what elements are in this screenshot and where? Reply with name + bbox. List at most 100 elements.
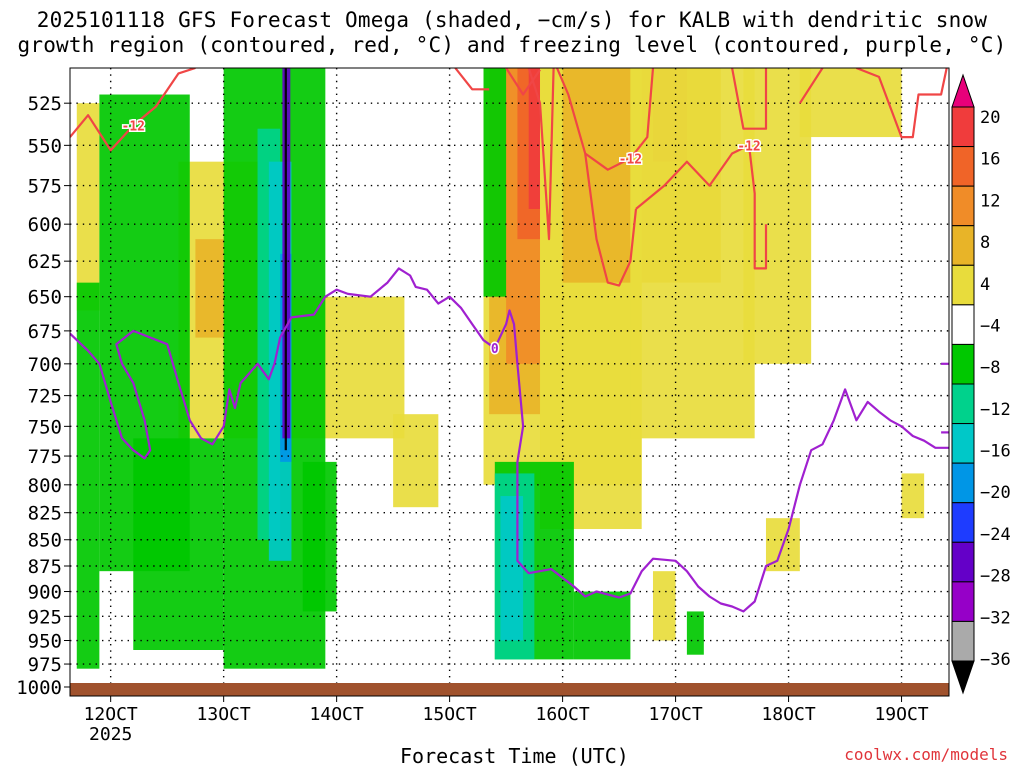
dendritic-contour-segment [855,68,948,139]
dendritic-contour-segment [505,68,541,96]
colorbar-swatch [951,343,975,385]
omega-region-20 [76,282,100,669]
colorbar-swatch [951,541,975,583]
y-tick-label: 850 [28,530,62,552]
x-tick-label: 15OCT [423,704,477,725]
omega-region-28 [284,68,287,451]
y-tick-label: 550 [28,135,62,157]
y-tick-label: 775 [28,446,62,468]
plot-area: -12 -12 -12 0 [70,68,949,696]
colorbar-swatch [951,581,975,622]
y-tick-label: 575 [28,176,62,198]
colorbar-swatch [951,304,975,345]
colorbar-label: 8 [980,233,990,253]
chart-title-line-1: 2025101118 GFS Forecast Omega (shaded, −… [36,8,988,32]
y-tick-label: 725 [28,386,62,408]
colorbar-label: −28 [980,567,1011,587]
colorbar-swatch [951,185,975,227]
omega-region-17 [901,473,925,519]
x-year-label: 2025 [89,724,132,745]
colorbar-label: −8 [980,358,1000,378]
colorbar-swatch [951,146,975,187]
x-tick-label: 17OCT [648,704,702,725]
colorbar-arrow-bottom [951,660,975,695]
dendritic-contour-segment [555,68,638,287]
colorbar-label: −16 [980,442,1011,462]
plot-frame [69,67,950,697]
colorbar-swatch [951,423,975,464]
y-tick-label: 900 [28,582,62,604]
y-tick-label: 650 [28,287,62,309]
omega-region-9 [528,68,541,209]
colorbar-arrow-top [951,73,975,108]
dendritic-contour-segment [527,68,555,241]
omega-region-29 [302,461,337,612]
omega-shading [76,68,925,669]
colorbar-label: −32 [980,608,1011,628]
dendritic-contour-label: -12 [737,139,760,154]
y-tick-label: 675 [28,321,62,343]
omega-region-0 [76,103,100,311]
y-tick-label: 600 [28,214,62,236]
colorbar-label: 12 [980,191,1000,211]
x-tick-label: 19OCT [874,704,928,725]
x-axis-title: Forecast Time (UTC) [400,744,629,768]
omega-region-35 [686,611,704,655]
contour-lines: -12 -12 -12 0 [70,68,949,613]
dendritic-contour-segment [70,68,196,152]
colorbar-swatch [951,264,975,306]
grid-lines [70,68,949,696]
x-tick-label: 12OCT [84,704,138,725]
y-tick-label: 950 [28,631,62,653]
colorbar-label: −36 [980,650,1011,670]
y-tick-label: 800 [28,475,62,497]
omega-region-30 [483,68,507,297]
omega-region-2 [195,239,224,338]
dendritic-contour-label: -12 [122,119,145,134]
chart-title: 2025101118 GFS Forecast Omega (shaded, −… [0,8,1024,58]
x-tick-label: 18OCT [761,704,815,725]
colorbar-label: 4 [980,275,990,295]
y-axis: 525 550 575 600 625 650 675 700 725 750 775 800 825 8… [16,93,70,699]
y-tick-label: 625 [28,251,62,273]
dendritic-contour-segment [731,68,768,130]
colorbar-swatch [951,225,975,266]
omega-region-18 [652,571,676,641]
colorbar-swatch [951,502,975,543]
colorbar: 20 16 12 8 4 −4 −8 −12 −16 −20 −24 −28 −32 −36 [951,73,1011,695]
x-axis: 12OCT 13OCT 14OCT 15OCT 16OCT 17OCT 18OCT 19OCT… [84,696,929,745]
x-tick-label: 13OCT [197,704,251,725]
colorbar-label: 20 [980,108,1000,128]
colorbar-label: −4 [980,316,1000,336]
freezing-level-contour-label: 0 [491,342,499,357]
dendritic-contour-segment [584,68,655,171]
colorbar-label: 16 [980,150,1000,170]
dendritic-contour-label: -12 [619,152,642,167]
y-tick-label: 825 [28,503,62,525]
y-tick-label: 750 [28,416,62,438]
x-tick-label: 16OCT [536,704,590,725]
dendritic-contour-segment [798,68,824,104]
y-tick-label: 975 [28,654,62,676]
dendritic-contour-segment [635,144,768,270]
freezing-level-contour-segment [70,267,949,613]
colorbar-label: −12 [980,400,1011,420]
colorbar-swatch [951,106,975,148]
omega-region-14 [630,68,755,439]
omega-region-22 [133,438,224,650]
x-tick-label: 14OCT [310,704,364,725]
colorbar-swatch [951,462,975,504]
colorbar-swatch [951,383,975,425]
omega-region-16 [799,68,902,138]
colorbar-label: −24 [980,525,1011,545]
y-tick-label: 525 [28,93,62,115]
credit-link[interactable]: coolwx.com/models [844,745,1008,764]
y-tick-label: 925 [28,606,62,628]
y-tick-label: 875 [28,556,62,578]
colorbar-label: −20 [980,483,1011,503]
chart-title-line-2: growth region (contoured, red, °C) and f… [17,33,1007,57]
omega-region-33 [500,496,524,641]
omega-region-4 [393,414,439,508]
omega-region-34 [573,591,631,660]
